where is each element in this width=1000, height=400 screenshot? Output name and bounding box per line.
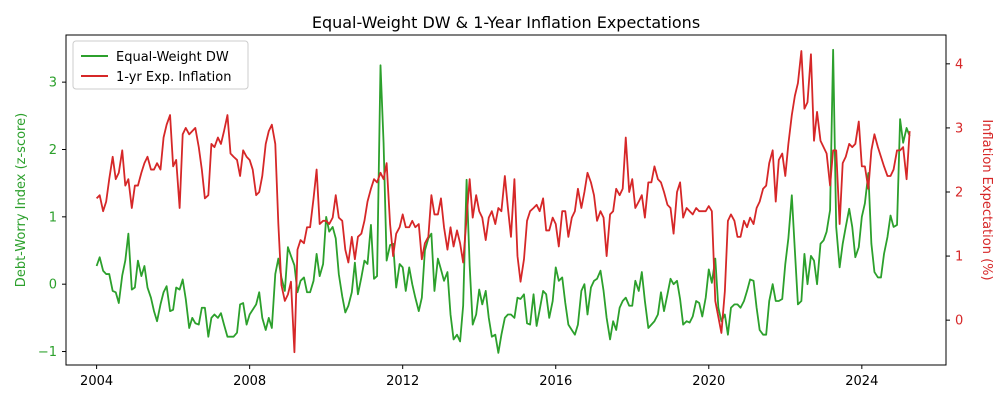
right-tick-label: 3 [955, 121, 963, 136]
left-tick-label: 3 [49, 76, 57, 91]
right-tick-label: 2 [955, 185, 963, 200]
legend-box [72, 40, 249, 90]
x-tick-label: 2004 [80, 374, 113, 389]
x-tick-label: 2008 [233, 374, 266, 389]
x-tick-label: 2020 [692, 374, 725, 389]
right-tick-label: 0 [955, 314, 963, 329]
plot-frame [65, 34, 947, 366]
series-line-equal-weight-dw [95, 48, 911, 354]
x-tick-label: 2024 [845, 374, 878, 389]
x-axis: 2004 2008 2012 2016 2020 2024 [80, 365, 878, 389]
left-tick-label: 2 [49, 143, 57, 158]
right-axis-label: Inflation Expectation (%) [979, 119, 994, 280]
right-tick-label: 4 [955, 57, 963, 72]
left-axis-label: Debt-Worry Index (z-score) [14, 113, 29, 287]
legend-label-dw: Equal-Weight DW [116, 50, 229, 65]
legend-label-inflation: 1-yr Exp. Inflation [116, 70, 231, 85]
legend: Equal-Weight DW 1-yr Exp. Inflation [72, 40, 249, 90]
left-tick-label: 1 [49, 210, 57, 225]
chart-title: Equal-Weight DW & 1-Year Inflation Expec… [312, 13, 700, 32]
x-tick-label: 2012 [386, 374, 419, 389]
right-tick-label: 1 [955, 250, 963, 265]
left-tick-label: −1 [38, 345, 57, 360]
left-y-axis: −1 0 1 2 3 [38, 76, 66, 360]
x-tick-label: 2016 [539, 374, 572, 389]
right-y-axis: 0 1 2 3 4 [946, 57, 963, 329]
series-line-inflation-expectation [95, 50, 911, 354]
left-tick-label: 0 [49, 278, 57, 293]
